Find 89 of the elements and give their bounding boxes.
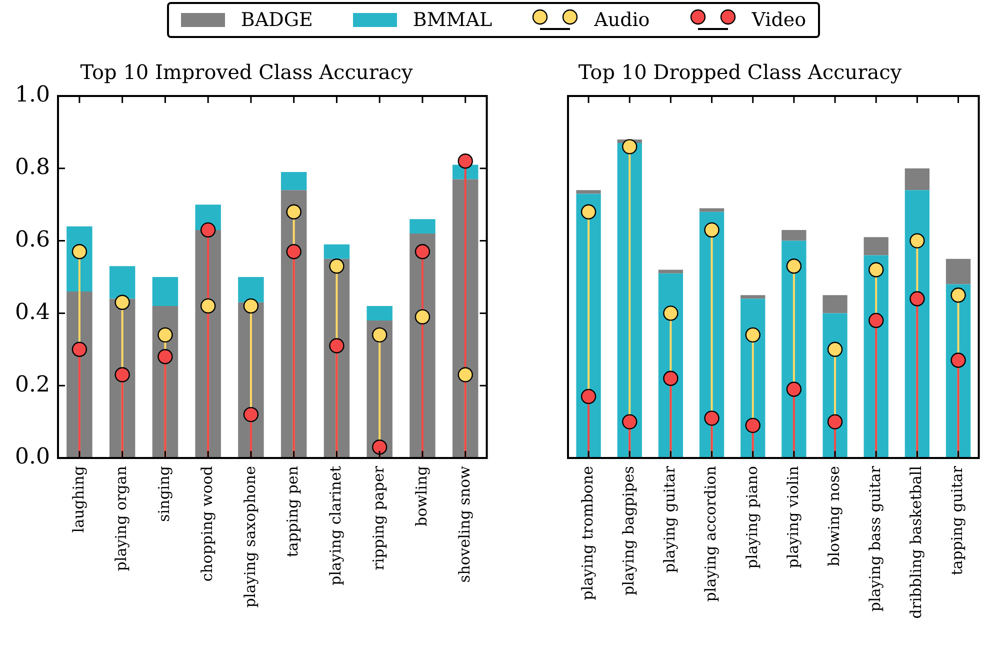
legend-label: Video — [752, 9, 806, 31]
point — [827, 342, 843, 357]
legend-label: BMMAL — [412, 9, 492, 31]
point — [663, 370, 678, 386]
x-tick-label: laughing — [69, 466, 88, 533]
x-tick-label: playing bagpipes — [620, 466, 638, 596]
point — [329, 338, 344, 354]
point — [868, 312, 884, 328]
x-tick-label: playing saxophone — [240, 466, 259, 608]
point — [622, 139, 638, 154]
y-tick-label: 0.2 — [15, 372, 50, 398]
bar — [946, 258, 971, 284]
bar — [410, 219, 436, 234]
point — [200, 222, 216, 238]
bar — [366, 306, 392, 320]
point — [868, 262, 884, 278]
point — [329, 258, 344, 274]
point — [243, 406, 259, 422]
x-tick-label: playing organ — [112, 466, 130, 572]
point — [243, 298, 259, 314]
x-tick-label: ripping paper — [369, 465, 388, 570]
x-tick-label: playing bass guitar — [866, 465, 884, 612]
point — [158, 349, 173, 364]
point — [704, 410, 720, 426]
y-tick-label: 0.6 — [15, 228, 50, 253]
point — [414, 244, 430, 260]
bar — [452, 179, 478, 458]
y-tick-label: 0.0 — [15, 444, 50, 470]
x-tick-label: singing — [155, 466, 174, 522]
x-tick-label: tapping pen — [284, 466, 302, 558]
bar — [740, 295, 766, 299]
bar — [699, 208, 724, 212]
point — [286, 204, 302, 220]
x-tick-label: blowing nose — [824, 466, 843, 566]
x-tick-label: playing violin — [784, 466, 802, 568]
point — [458, 154, 473, 169]
bar — [576, 190, 601, 194]
point — [580, 204, 596, 220]
point — [622, 414, 638, 430]
point — [745, 418, 760, 434]
bar — [864, 237, 888, 256]
y-tick-label: 0.4 — [15, 300, 50, 325]
point — [827, 414, 843, 430]
x-tick-label: chopping wood — [198, 466, 216, 582]
bar — [782, 230, 806, 241]
bar — [822, 295, 848, 314]
point — [950, 352, 966, 368]
point — [72, 342, 88, 357]
legend-label: BADGE — [240, 9, 313, 31]
point — [910, 233, 925, 248]
point — [663, 306, 678, 321]
bar — [238, 277, 264, 302]
bar — [109, 266, 136, 299]
x-tick-label: playing guitar — [660, 465, 679, 573]
x-tick-label: shoveling snow — [455, 466, 474, 583]
x-tick-label: playing trombone — [578, 466, 596, 600]
point — [458, 367, 473, 382]
y-tick-label: 1.0 — [15, 82, 50, 108]
point — [950, 288, 966, 303]
point — [286, 244, 302, 260]
x-tick-label: dribbling basketball — [907, 466, 926, 619]
x-tick-label: tapping guitar — [948, 465, 966, 576]
point — [414, 309, 430, 324]
point — [72, 244, 88, 260]
legend-label: Audio — [594, 9, 650, 31]
y-tick-label: 0.8 — [15, 155, 50, 180]
bar — [324, 244, 350, 259]
point — [580, 388, 596, 404]
point — [372, 440, 388, 455]
x-tick-label: playing accordion — [702, 466, 720, 602]
x-tick-label: bowling — [412, 466, 430, 526]
bar — [280, 172, 307, 190]
chart-title: Top 10 Dropped Class Accuracy — [578, 60, 902, 84]
bar — [904, 168, 930, 190]
point — [200, 298, 216, 314]
point — [704, 222, 720, 238]
point — [158, 327, 173, 343]
point — [745, 327, 760, 343]
x-tick-label: playing piano — [742, 466, 761, 569]
chart-title: Top 10 Improved Class Accuracy — [80, 60, 414, 84]
x-tick-label: playing clarinet — [326, 466, 345, 586]
point — [114, 367, 130, 382]
bar — [152, 277, 178, 306]
point — [114, 294, 130, 310]
point — [786, 258, 802, 274]
bar — [658, 270, 684, 274]
point — [786, 382, 802, 397]
point — [372, 327, 388, 343]
point — [910, 291, 925, 306]
